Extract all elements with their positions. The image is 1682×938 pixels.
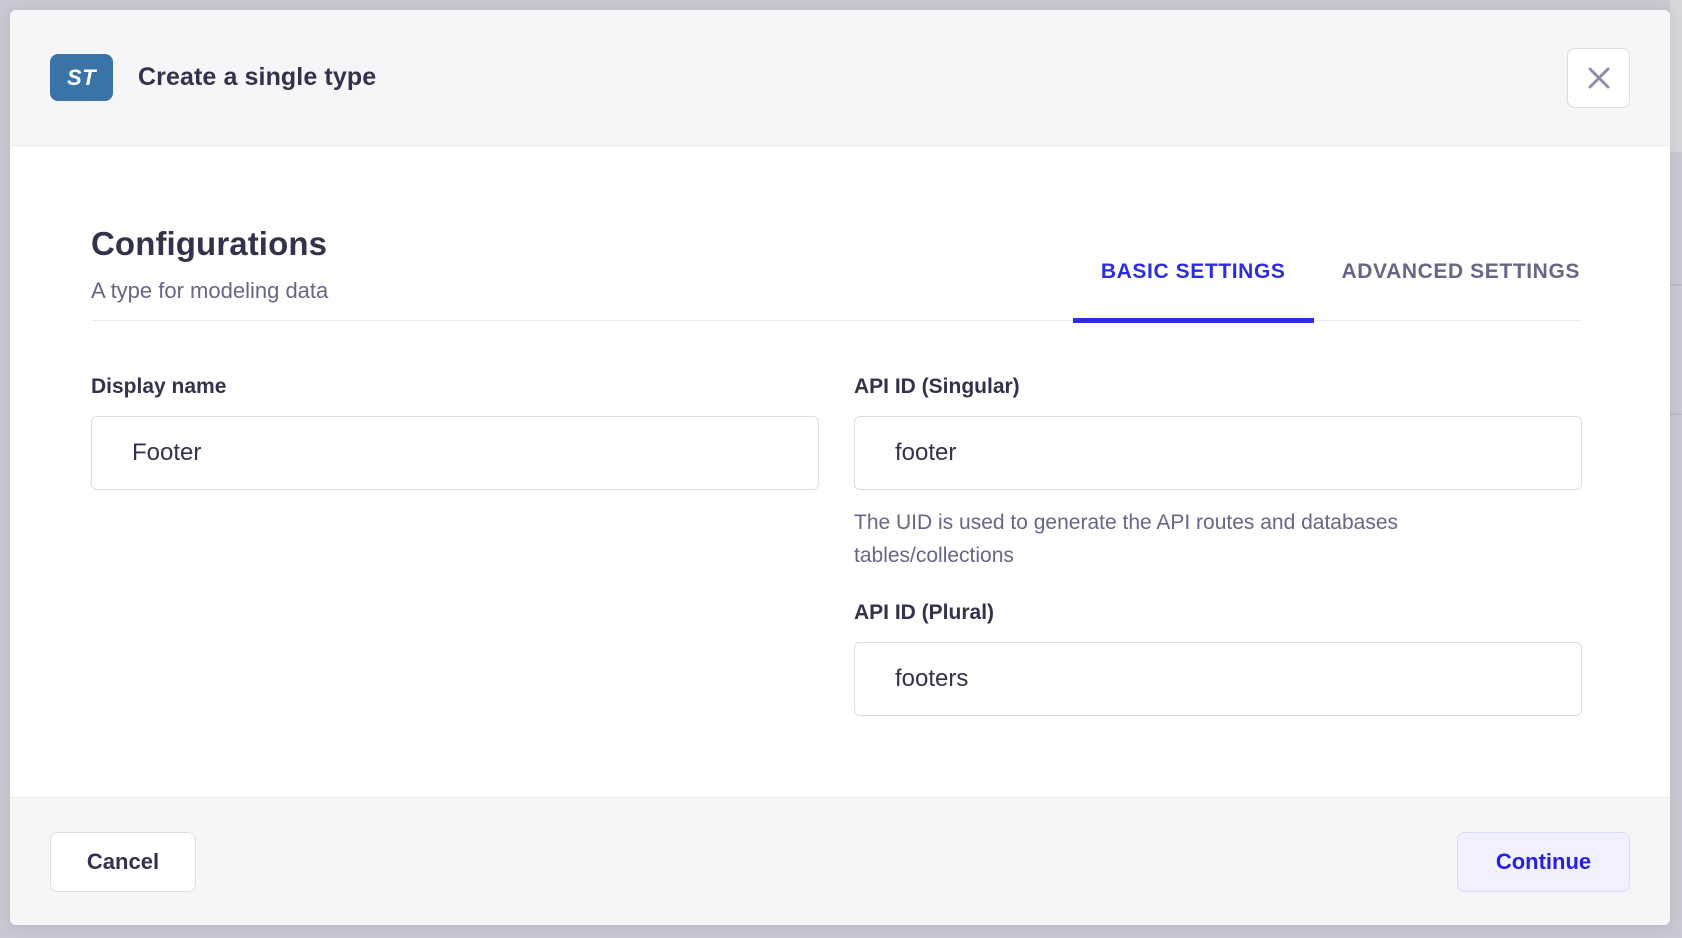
- continue-button[interactable]: Continue: [1457, 831, 1630, 892]
- create-single-type-modal: ST Create a single type Configurations A…: [10, 10, 1670, 925]
- tab-advanced-settings[interactable]: ADVANCED SETTINGS: [1341, 260, 1580, 283]
- modal-body: Configurations A type for modeling data …: [10, 146, 1670, 797]
- form-column-left: Display name: [91, 374, 819, 716]
- cancel-button[interactable]: Cancel: [50, 831, 196, 892]
- configuration-form: Display name API ID (Singular) The UID i…: [91, 374, 1582, 716]
- api-id-plural-field-group: API ID (Plural): [854, 600, 1582, 716]
- section-subheading: A type for modeling data: [91, 278, 329, 303]
- section-heading: Configurations: [91, 225, 328, 262]
- api-id-singular-hint: The UID is used to generate the API rout…: [854, 511, 1399, 567]
- api-id-singular-input[interactable]: [854, 416, 1582, 490]
- settings-tabs: BASIC SETTINGS ADVANCED SETTINGS: [1072, 260, 1582, 323]
- close-button[interactable]: [1567, 47, 1630, 108]
- backdrop-row-line: [1670, 413, 1682, 415]
- single-type-badge-icon: ST: [50, 54, 113, 101]
- section-titles: Configurations A type for modeling data: [91, 224, 328, 320]
- api-id-plural-input[interactable]: [854, 642, 1582, 716]
- tab-basic-settings[interactable]: BASIC SETTINGS: [1072, 260, 1314, 323]
- close-icon: [1586, 65, 1612, 91]
- modal-header: ST Create a single type: [10, 10, 1670, 146]
- section-header: Configurations A type for modeling data …: [91, 224, 1582, 323]
- backdrop-row-line: [1670, 284, 1682, 286]
- display-name-input[interactable]: [91, 416, 819, 490]
- api-id-plural-label: API ID (Plural): [854, 601, 995, 624]
- api-id-singular-field-group: API ID (Singular) The UID is used to gen…: [854, 374, 1582, 572]
- modal-title: Create a single type: [138, 63, 377, 91]
- display-name-label: Display name: [91, 375, 227, 398]
- modal-footer: Cancel Continue: [10, 797, 1670, 925]
- api-id-singular-label: API ID (Singular): [854, 375, 1020, 398]
- form-column-right: API ID (Singular) The UID is used to gen…: [854, 374, 1582, 716]
- backdrop-page-fragment: [1670, 0, 1682, 152]
- display-name-field-group: Display name: [91, 374, 819, 490]
